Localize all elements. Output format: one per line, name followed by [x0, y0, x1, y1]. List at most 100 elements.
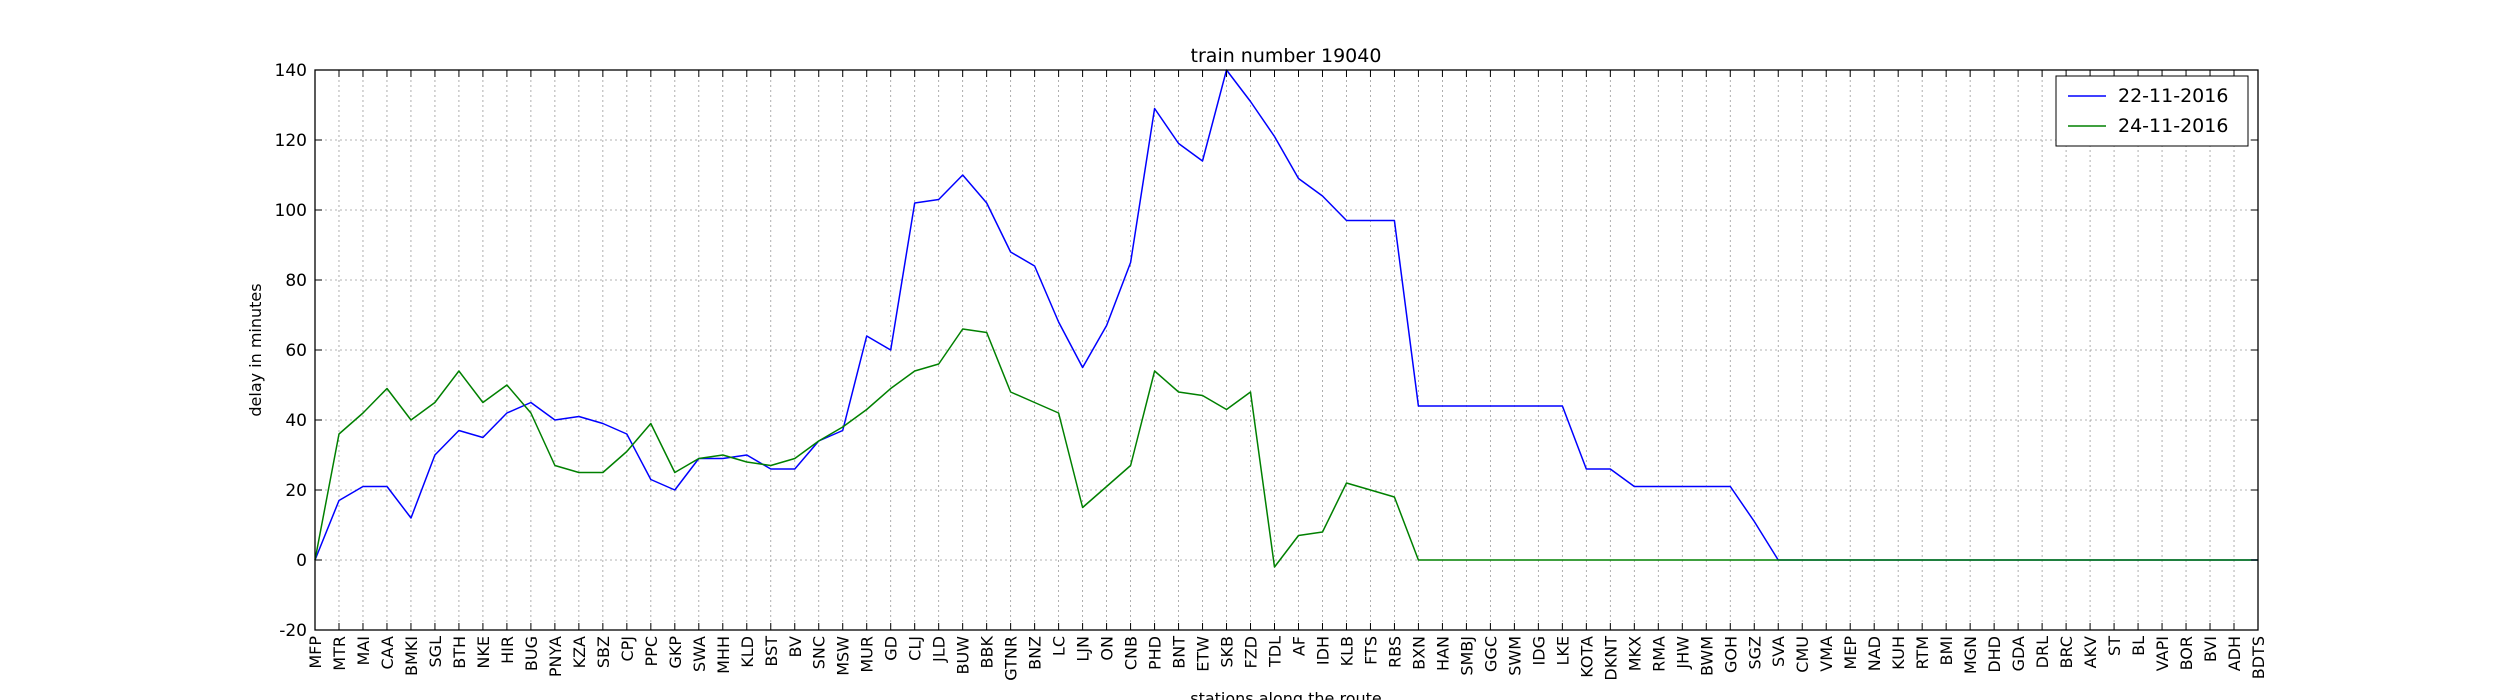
x-tick-label: BL [2129, 636, 2148, 656]
legend-label-series-1: 22-11-2016 [2118, 85, 2228, 107]
series-line-2 [314, 328, 2258, 568]
x-tick-label: BXN [1409, 636, 1428, 670]
x-tick-label: BTH [450, 636, 469, 669]
y-axis-label: delay in minutes [246, 283, 265, 416]
x-tick-label: SNC [810, 636, 829, 669]
series-lines [314, 69, 2258, 568]
x-axis-label: stations along the route [1190, 689, 1382, 700]
x-tick-label: SWM [1505, 636, 1524, 676]
y-tick-label: 40 [285, 411, 307, 431]
x-tick-label: MEP [1841, 636, 1860, 670]
x-tick-label: PNYA [546, 636, 565, 677]
y-tick-label: 20 [285, 481, 307, 501]
x-tick-label: IDG [1529, 636, 1548, 665]
x-tick-label: KLD [738, 636, 757, 668]
x-tick-label: PHD [1146, 636, 1165, 670]
x-tick-label: ETW [1194, 636, 1213, 672]
x-tick-label: IDH [1313, 636, 1332, 665]
legend: 22-11-2016 24-11-2016 [2055, 75, 2249, 147]
x-tick-label: KLB [1337, 636, 1356, 666]
x-tick-label: SBZ [594, 636, 613, 668]
x-tick-label: PPC [642, 636, 661, 666]
x-tick-label: BNT [1170, 636, 1189, 669]
x-tick-label: AF [1289, 636, 1308, 656]
x-tick-label: BMKI [402, 636, 421, 676]
x-tick-label: DRL [2033, 636, 2052, 668]
x-tick-label: FTS [1361, 636, 1380, 665]
x-tick-label: BMI [1937, 636, 1956, 666]
x-tick-label: BRC [2057, 636, 2076, 668]
x-tick-label: DHD [1985, 636, 2004, 673]
x-tick-label: CAA [378, 636, 397, 670]
x-tick-label: NKE [474, 636, 493, 669]
x-tick-label: MUR [858, 636, 877, 673]
legend-label-series-2: 24-11-2016 [2118, 115, 2228, 137]
x-tick-label: MHH [714, 636, 733, 674]
x-tick-label: BDTS [2249, 636, 2268, 679]
x-tick-label: VAPI [2153, 636, 2172, 671]
x-tick-label: GD [882, 636, 901, 661]
x-tick-label: CPJ [618, 636, 637, 662]
y-tick-label: 120 [275, 131, 307, 151]
x-tick-label: ST [2105, 636, 2124, 656]
x-tick-label: SGZ [1745, 636, 1764, 670]
x-tick-label: BST [762, 636, 781, 667]
x-tick-label: MAI [354, 636, 373, 665]
x-tick-label: BV [786, 636, 805, 657]
x-tick-label: DKNT [1601, 636, 1620, 681]
x-tick-label: BNZ [1026, 636, 1045, 670]
chart-title: train number 19040 [1191, 45, 1382, 67]
x-tick-label: GKP [666, 636, 685, 669]
x-tick-label: KUH [1889, 636, 1908, 670]
x-tick-label: MTR [330, 636, 349, 671]
x-tick-label: GDA [2009, 636, 2028, 671]
x-tick-label: SGL [426, 636, 445, 668]
y-axis: -20 0 20 40 60 80 100 120 140 [275, 61, 2258, 641]
x-tick-label: RMA [1649, 636, 1668, 672]
x-tick-label: VMA [1817, 636, 1836, 672]
legend-box [2055, 75, 2249, 147]
x-tick-label: BOR [2177, 636, 2196, 670]
y-tick-label: 100 [275, 201, 307, 221]
x-tick-label: GTNR [1002, 636, 1021, 681]
y-tick-label: 0 [296, 551, 307, 571]
x-tick-label: CMU [1793, 636, 1812, 673]
x-tick-label: LC [1050, 636, 1069, 656]
x-tick-label: MKX [1625, 636, 1644, 671]
x-tick-label: JHW [1673, 636, 1692, 670]
x-axis: MFP MTR MAI CAA BMKI SGL BTH NKE HIR BUG PNYA KZA SB… [306, 70, 2268, 681]
x-tick-label: SVA [1769, 636, 1788, 667]
x-tick-label: GGC [1481, 636, 1500, 672]
x-tick-label: RTM [1913, 636, 1932, 670]
x-tick-label: LKE [1553, 636, 1572, 666]
x-tick-label: AKV [2081, 636, 2100, 668]
x-tick-label: SMBJ [1457, 636, 1476, 676]
x-tick-label: CNB [1122, 636, 1141, 670]
x-tick-label: LJN [1074, 636, 1093, 662]
x-tick-label: BUG [522, 636, 541, 671]
x-tick-label: ADH [2225, 636, 2244, 671]
x-tick-label: MSW [834, 636, 853, 676]
x-tick-label: BBK [978, 636, 997, 669]
x-tick-label: BWM [1697, 636, 1716, 676]
x-tick-label: HAN [1433, 636, 1452, 671]
x-tick-label: JLD [930, 636, 949, 663]
x-tick-label: TDL [1266, 636, 1285, 668]
x-tick-label: SKB [1218, 636, 1237, 668]
x-tick-label: BVI [2201, 636, 2220, 662]
x-tick-label: MGN [1961, 636, 1980, 674]
x-tick-label: CLJ [906, 636, 925, 661]
x-tick-label: GOH [1721, 636, 1740, 673]
x-tick-label: FZD [1242, 636, 1261, 668]
x-tick-label: KZA [570, 636, 589, 668]
x-tick-label: MFP [306, 636, 325, 669]
x-tick-label: ON [1098, 636, 1117, 661]
x-tick-label: HIR [498, 636, 517, 664]
y-tick-label: 140 [275, 61, 307, 81]
x-tick-label: NAD [1865, 636, 1884, 671]
y-tick-label: -20 [279, 621, 307, 641]
x-tick-label: BUW [954, 636, 973, 675]
y-tick-label: 80 [285, 271, 307, 291]
x-tick-label: RBS [1385, 636, 1404, 668]
